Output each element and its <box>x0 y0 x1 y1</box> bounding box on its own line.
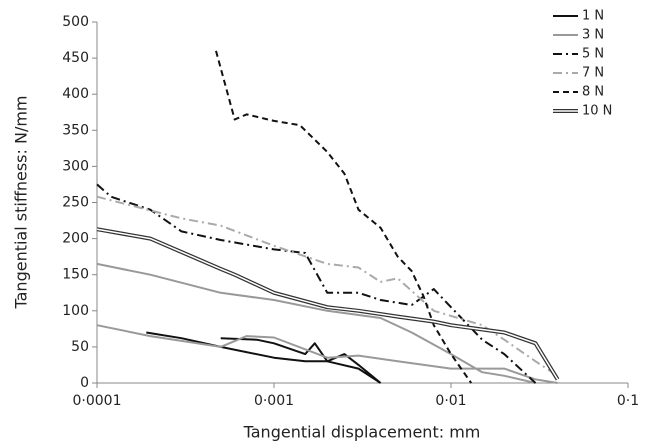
y-tick-label: 450 <box>62 50 89 66</box>
y-tick-label: 50 <box>71 339 89 355</box>
x-tick-label: 0·001 <box>254 393 294 409</box>
series-line <box>96 195 559 377</box>
legend-label: 5 N <box>582 47 604 62</box>
series-line-inner <box>96 228 559 380</box>
y-tick-label: 300 <box>62 158 89 174</box>
y-tick-label: 150 <box>62 267 89 283</box>
x-tick-label: 0·1 <box>617 393 639 409</box>
y-tick-label: 200 <box>62 231 89 247</box>
series-line <box>96 183 537 384</box>
y-tick-label: 0 <box>80 375 89 391</box>
legend-label: 7 N <box>582 66 604 81</box>
series-line <box>96 262 558 384</box>
y-tick-label: 400 <box>62 86 89 102</box>
y-axis-label: Tangential stiffness: N/mm <box>12 95 31 309</box>
y-tick-label: 250 <box>62 195 89 211</box>
legend-label: 10 N <box>582 104 612 119</box>
y-tick-label: 350 <box>62 122 89 138</box>
legend-label: 8 N <box>582 85 604 100</box>
series-line <box>215 50 473 384</box>
x-tick-label: 0·01 <box>435 393 466 409</box>
y-tick-label: 500 <box>62 14 89 30</box>
x-tick-label: 0·0001 <box>73 393 122 409</box>
legend-label: 1 N <box>582 9 604 24</box>
x-axis-label: Tangential displacement: mm <box>243 423 481 442</box>
series-line <box>146 331 382 384</box>
legend-label: 3 N <box>582 28 604 43</box>
y-tick-label: 100 <box>62 303 89 319</box>
